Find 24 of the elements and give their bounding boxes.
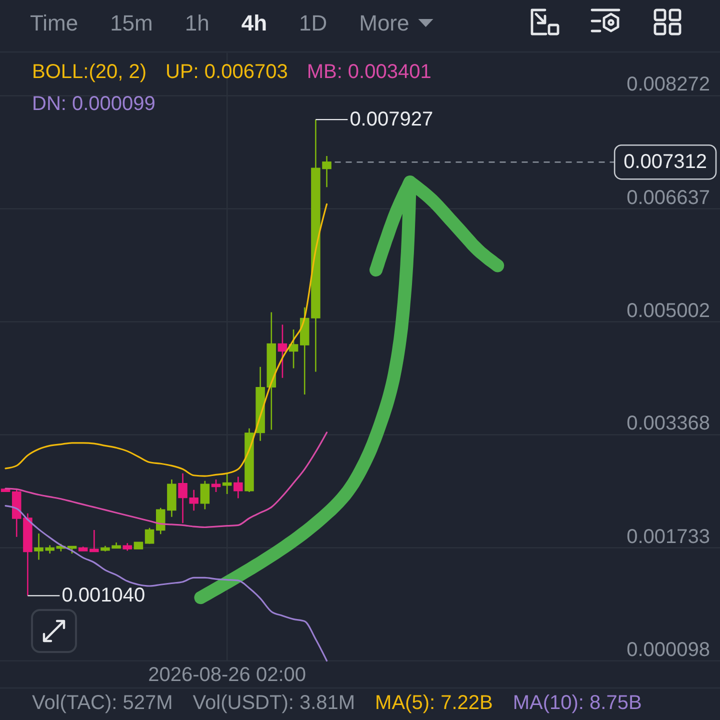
x-tick-label: 2026-08-26 02:00: [148, 664, 306, 686]
text: Vol(TAC): 527M: [32, 692, 173, 714]
y-tick-label: 0.006637: [626, 186, 710, 209]
y-tick-label: 0.005002: [626, 300, 710, 322]
y-tick-label: 0.003368: [626, 412, 710, 435]
legend-title: BOLL:(20, 2): [32, 61, 147, 83]
text: UP: 0.006703: [166, 61, 288, 83]
y-tick-label: 0.001733: [626, 526, 710, 548]
text: Vol(USDT): 3.81M: [192, 692, 356, 714]
text: MA(10): 8.75B: [512, 692, 642, 714]
annotation: 0.007927: [350, 108, 434, 131]
y-tick-label: 0.000098: [626, 638, 710, 661]
y-tick-label: 0.008272: [626, 74, 710, 96]
text: More: [359, 10, 410, 36]
text: Time: [30, 10, 78, 36]
text: MB: 0.003401: [306, 61, 432, 83]
text: 1D: [299, 10, 328, 36]
ref-line-label: 0.007312: [624, 151, 708, 174]
text: 15m: [110, 10, 153, 36]
text: MA(5): 7.22B: [375, 692, 493, 714]
text: 1h: [184, 10, 210, 36]
annotation: 0.001040: [62, 584, 146, 607]
text: DN: 0.000099: [32, 93, 156, 115]
text: 4h: [241, 10, 268, 36]
